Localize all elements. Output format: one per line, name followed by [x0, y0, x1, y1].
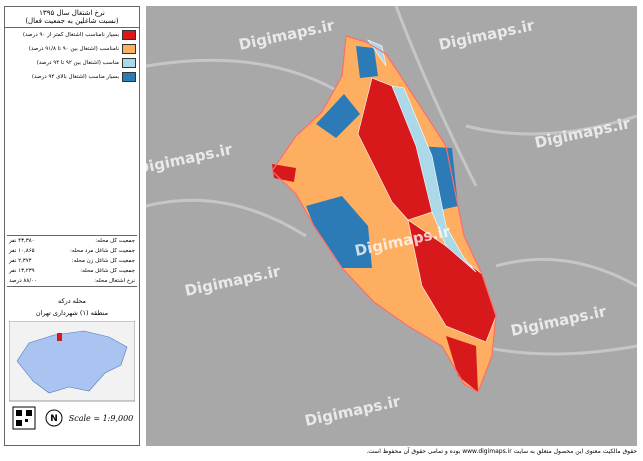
district: محله درکه منطقه (۱) شهرداری تهران: [5, 295, 139, 319]
legend-label: نامناسب (اشتغال بین ۹۰ تا ۹۱/۸ درصد): [28, 46, 119, 52]
legend-label: مناسب (اشتغال بین ۹۲ تا ۹۴ درصد): [36, 60, 119, 66]
title-box: نرخ اشتغال سال ۱۳۹۵ (نسبت شاغلین به جمعی…: [5, 7, 139, 28]
legend-label: بسیار نامناسب (اشتغال کمتر از ۹۰ درصد): [22, 32, 119, 38]
swatch: [122, 44, 136, 54]
legend-panel: نرخ اشتغال سال ۱۳۹۵ (نسبت شاغلین به جمعی…: [4, 6, 140, 446]
zone-blue: [316, 46, 378, 138]
stat-value: ۸۸/۰۰ درصد: [9, 278, 38, 284]
legend-label: بسیار مناسب (اشتغال بالای ۹۴ درصد): [31, 74, 119, 80]
stat-value: ۲,۳۷۴ نفر: [9, 258, 32, 264]
stat-label: جمعیت کل شاغل زن محله:: [71, 258, 135, 264]
stat-label: جمعیت کل شاغل محله:: [80, 268, 135, 274]
inset-highlight: [57, 333, 62, 341]
inset-and-scale: N Scale = 1:9,000: [9, 321, 135, 430]
stat-value: ۱۳,۲۳۹ نفر: [9, 268, 35, 274]
stat-value: ۱۰,۸۶۵ نفر: [9, 248, 35, 254]
legend-item: بسیار نامناسب (اشتغال کمتر از ۹۰ درصد): [5, 28, 139, 42]
footer: حقوق مالکیت معنوی این محصول متعلق به سای…: [366, 448, 637, 455]
stat-value: ۴۳,۳۸۰ نفر: [9, 238, 35, 244]
stats: جمعیت کل محله: ۴۳,۳۸۰ نفر جمعیت کل شاغل م…: [7, 235, 137, 287]
stat-label: جمعیت کل شاغل مرد محله:: [70, 248, 135, 254]
stat-row: جمعیت کل شاغل مرد محله: ۱۰,۸۶۵ نفر: [7, 246, 137, 256]
scale: Scale = 1:9,000: [69, 414, 134, 423]
legend-item: نامناسب (اشتغال بین ۹۰ تا ۹۱/۸ درصد): [5, 42, 139, 56]
title: نرخ اشتغال سال ۱۳۹۵: [39, 9, 105, 17]
stat-label: نرخ اشتغال محله:: [94, 278, 135, 284]
swatch: [122, 58, 136, 68]
subtitle: (نسبت شاغلین به جمعیت فعال): [25, 17, 119, 25]
zone-light-blue: [367, 39, 477, 273]
swatch: [122, 30, 136, 40]
swatch: [122, 72, 136, 82]
district-name: محله درکه: [58, 297, 86, 305]
inset-tehran: [16, 330, 128, 394]
zone-blue: [306, 196, 372, 268]
stat-row: جمعیت کل شاغل محله: ۱۳,۲۳۹ نفر: [7, 266, 137, 276]
stat-row: جمعیت کل شاغل زن محله: ۲,۳۷۴ نفر: [7, 256, 137, 266]
district-region: منطقه (۱) شهرداری تهران: [35, 309, 109, 317]
stat-row: جمعیت کل محله: ۴۳,۳۸۰ نفر: [7, 236, 137, 246]
map: Digimaps.ir Digimaps.ir Digimaps.ir Digi…: [146, 6, 637, 446]
legend-item: بسیار مناسب (اشتغال بالای ۹۴ درصد): [5, 70, 139, 84]
roads: [146, 6, 637, 356]
stat-row: نرخ اشتغال محله: ۸۸/۰۰ درصد: [7, 276, 137, 286]
svg-text:N: N: [50, 414, 58, 424]
legend-item: مناسب (اشتغال بین ۹۲ تا ۹۴ درصد): [5, 56, 139, 70]
north-arrow: [45, 409, 63, 427]
district-boundary: [271, 35, 497, 393]
stat-label: جمعیت کل محله:: [95, 238, 135, 244]
zone-red: [272, 164, 478, 392]
